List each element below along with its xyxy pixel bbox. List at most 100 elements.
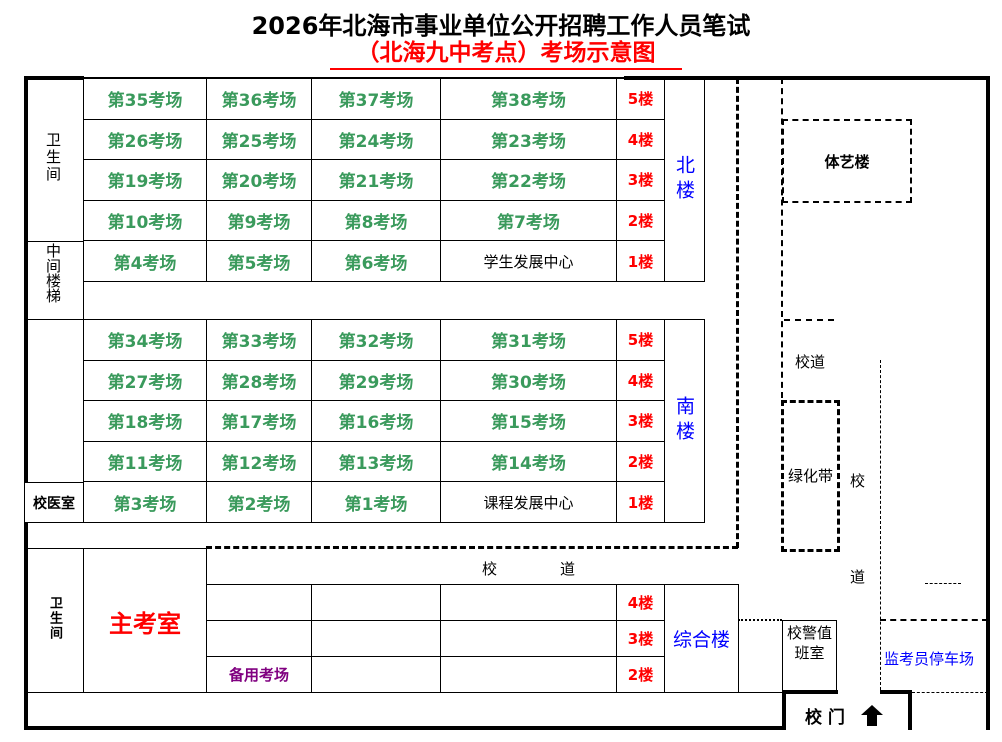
floor-label: 3楼 bbox=[616, 400, 665, 442]
room bbox=[440, 584, 617, 621]
sports-art-building-label: 体艺楼 bbox=[824, 153, 870, 171]
gate-wall bbox=[782, 692, 786, 730]
parking-boundary bbox=[925, 583, 961, 584]
road-horizontal-label-2: 道 bbox=[560, 560, 576, 578]
floor-label: 1楼 bbox=[616, 240, 665, 282]
exam-room: 课程发展中心 bbox=[440, 481, 617, 523]
room bbox=[206, 620, 312, 657]
guard-room: 校警值班室 bbox=[782, 620, 837, 692]
exam-room: 第24考场 bbox=[311, 118, 441, 161]
road-horizontal-label-1: 校 bbox=[482, 560, 498, 578]
exam-room: 第31考场 bbox=[440, 319, 617, 361]
arrow-up-icon bbox=[861, 705, 883, 715]
exam-room: 第35考场 bbox=[83, 78, 207, 120]
floor-label: 5楼 bbox=[616, 78, 665, 120]
road-boundary bbox=[206, 546, 738, 549]
main-office-label: 主考室 bbox=[109, 610, 181, 638]
gate-wall bbox=[908, 692, 912, 730]
room bbox=[440, 620, 617, 657]
exam-room: 第20考场 bbox=[206, 159, 312, 201]
exam-room: 第27考场 bbox=[83, 359, 207, 402]
building-name: 南楼 bbox=[664, 319, 705, 523]
green-belt: 绿化带 bbox=[781, 400, 840, 552]
floor-label: 4楼 bbox=[616, 584, 665, 621]
floor-label: 2楼 bbox=[616, 440, 665, 483]
exam-room: 第33考场 bbox=[206, 319, 312, 361]
exam-room: 第4考场 bbox=[83, 240, 207, 282]
floor-label: 3楼 bbox=[616, 159, 665, 201]
floor-label: 2楼 bbox=[616, 199, 665, 242]
room bbox=[311, 620, 441, 657]
parking-boundary bbox=[912, 692, 988, 694]
gate-wall bbox=[782, 690, 838, 694]
exam-room: 第10考场 bbox=[83, 199, 207, 242]
exam-room: 第15考场 bbox=[440, 400, 617, 442]
green-belt-label: 绿化带 bbox=[787, 467, 833, 485]
exam-room: 备用考场 bbox=[206, 656, 312, 693]
page-subtitle: （北海九中考点）考场示意图 bbox=[330, 38, 682, 70]
floor-label: 4楼 bbox=[616, 118, 665, 161]
exam-room: 第29考场 bbox=[311, 359, 441, 402]
exam-room: 第25考场 bbox=[206, 118, 312, 161]
outer-wall bbox=[24, 726, 786, 730]
parking-label: 监考员停车场 bbox=[884, 650, 975, 668]
guard-room-label: 校警值班室 bbox=[786, 624, 832, 662]
road-boundary bbox=[784, 319, 834, 321]
road-boundary bbox=[781, 78, 783, 398]
outer-wall bbox=[24, 76, 84, 80]
outer-wall bbox=[24, 522, 28, 730]
exam-room: 第28考场 bbox=[206, 359, 312, 402]
floor-label: 1楼 bbox=[616, 481, 665, 523]
road-boundary bbox=[736, 78, 739, 548]
sports-art-building: 体艺楼 bbox=[782, 119, 912, 203]
exam-room: 第23考场 bbox=[440, 118, 617, 161]
road-right-label: 校道 bbox=[795, 353, 826, 371]
exam-room: 第13考场 bbox=[311, 440, 441, 483]
building-name: 北楼 bbox=[664, 78, 705, 282]
exam-room: 第9考场 bbox=[206, 199, 312, 242]
exam-room: 第5考场 bbox=[206, 240, 312, 282]
outer-wall bbox=[624, 76, 990, 80]
wall bbox=[83, 548, 84, 692]
floor-label: 3楼 bbox=[616, 620, 665, 657]
exam-room: 第30考场 bbox=[440, 359, 617, 402]
exam-room: 第36考场 bbox=[206, 78, 312, 120]
exam-room: 第8考场 bbox=[311, 199, 441, 242]
floor-label: 5楼 bbox=[616, 319, 665, 361]
page-title: 2026年北海市事业单位公开招聘工作人员笔试 bbox=[251, 12, 751, 40]
exam-room: 学生发展中心 bbox=[440, 240, 617, 282]
clinic-label: 校医室 bbox=[24, 482, 84, 523]
road-vertical-label-1: 校 bbox=[850, 472, 866, 490]
exam-room: 第1考场 bbox=[311, 481, 441, 523]
room bbox=[311, 584, 441, 621]
floor-label: 4楼 bbox=[616, 359, 665, 402]
room bbox=[311, 656, 441, 693]
exam-room: 第3考场 bbox=[83, 481, 207, 523]
room bbox=[440, 656, 617, 693]
gate-wall bbox=[880, 690, 912, 694]
parking-boundary bbox=[880, 619, 988, 621]
exam-room: 第16考场 bbox=[311, 400, 441, 442]
outer-wall bbox=[986, 76, 990, 730]
road-boundary bbox=[738, 619, 782, 621]
road-vertical-label-2: 道 bbox=[850, 568, 866, 586]
restroom-bottom-label: 卫生间 bbox=[47, 596, 62, 641]
floor-label: 2楼 bbox=[616, 656, 665, 693]
wall bbox=[24, 319, 84, 320]
exam-room: 第26考场 bbox=[83, 118, 207, 161]
exam-room: 第11考场 bbox=[83, 440, 207, 483]
wall bbox=[24, 241, 84, 242]
wall bbox=[24, 548, 206, 549]
exam-room: 第37考场 bbox=[311, 78, 441, 120]
room bbox=[206, 584, 312, 621]
school-gate-label: 校 门 bbox=[805, 708, 845, 728]
exam-room: 第22考场 bbox=[440, 159, 617, 201]
exam-room: 第12考场 bbox=[206, 440, 312, 483]
exam-room: 第17考场 bbox=[206, 400, 312, 442]
exam-room: 第14考场 bbox=[440, 440, 617, 483]
exam-room: 第18考场 bbox=[83, 400, 207, 442]
exam-room: 第32考场 bbox=[311, 319, 441, 361]
exam-room: 第19考场 bbox=[83, 159, 207, 201]
exam-room: 第21考场 bbox=[311, 159, 441, 201]
arrow-up-icon-stem bbox=[867, 714, 877, 726]
